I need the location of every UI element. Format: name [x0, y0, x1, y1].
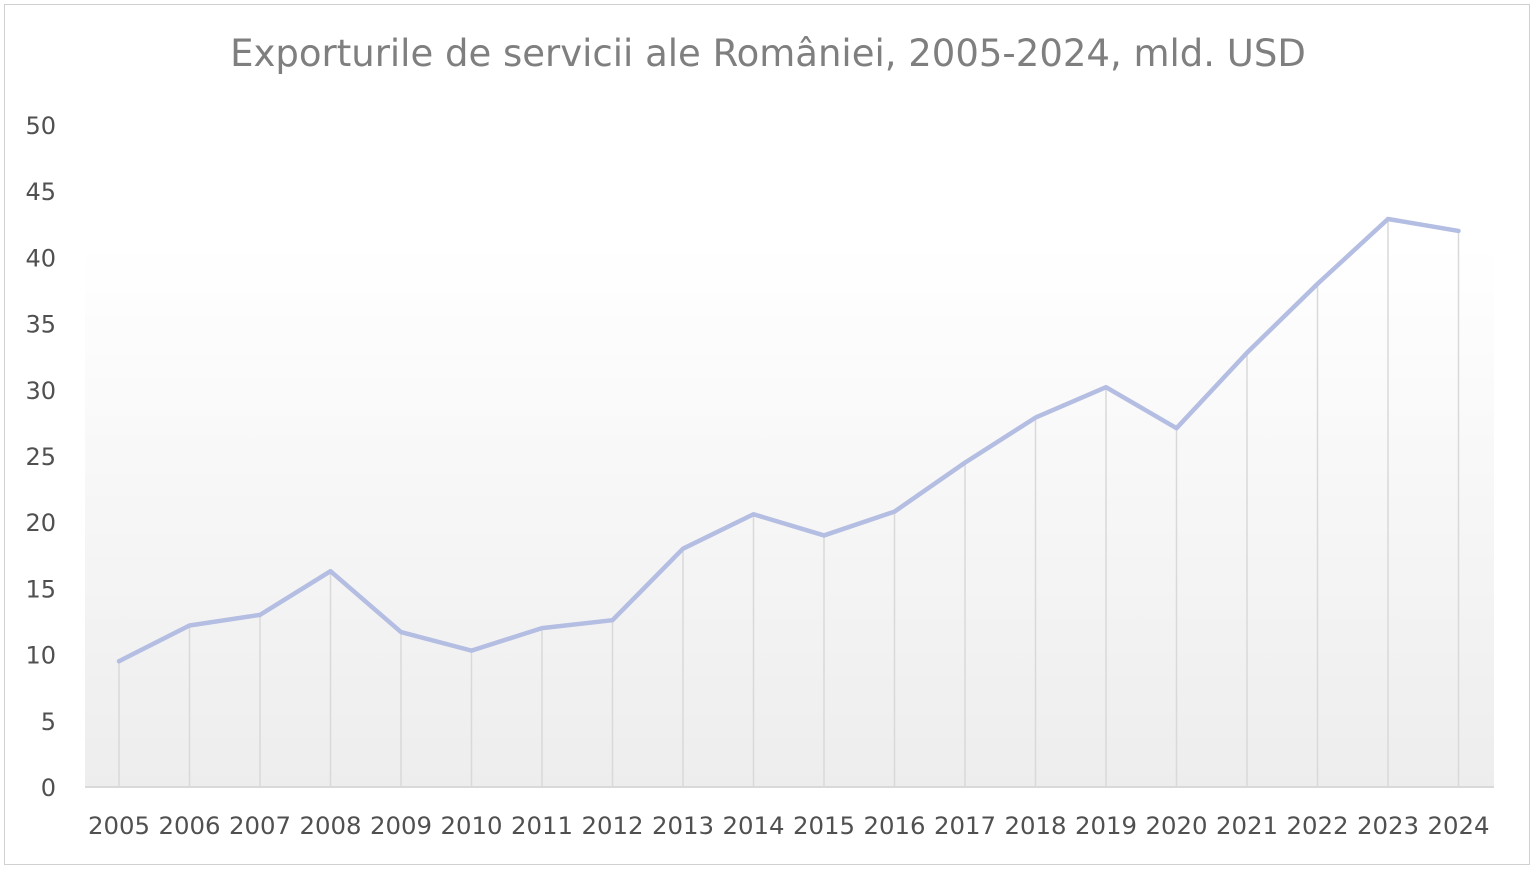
y-tick-label: 0 [41, 774, 56, 802]
x-tick-label: 2015 [793, 812, 855, 840]
x-tick-label: 2017 [934, 812, 996, 840]
y-tick-label: 10 [25, 642, 56, 670]
y-tick-label: 35 [25, 311, 56, 339]
x-tick-label: 2014 [723, 812, 785, 840]
x-tick-label: 2013 [652, 812, 714, 840]
y-tick-label: 15 [25, 575, 56, 603]
y-tick-label: 20 [25, 509, 56, 537]
x-tick-label: 2016 [864, 812, 926, 840]
x-tick-label: 2005 [88, 812, 150, 840]
y-axis-tick-labels: 0 5 10 15 20 25 30 35 40 45 50 [25, 112, 56, 802]
y-tick-label: 40 [25, 244, 56, 272]
series-line [116, 216, 1461, 664]
y-tick-label: 5 [41, 708, 56, 736]
y-tick-label: 25 [25, 443, 56, 471]
x-tick-label: 2022 [1287, 812, 1349, 840]
x-tick-label: 2023 [1357, 812, 1419, 840]
x-tick-label: 2007 [229, 812, 291, 840]
drop-lines [118, 219, 1460, 787]
x-tick-label: 2009 [370, 812, 432, 840]
y-tick-label: 50 [25, 112, 56, 140]
x-tick-label: 2019 [1075, 812, 1137, 840]
x-tick-label: 2020 [1146, 812, 1208, 840]
y-tick-label: 45 [25, 178, 56, 206]
chart-title: Exporturile de servicii ale României, 20… [230, 32, 1306, 75]
x-tick-label: 2024 [1428, 812, 1490, 840]
x-tick-label: 2008 [300, 812, 362, 840]
x-axis-tick-labels: 2005 2006 2007 2008 2009 2010 2011 2012 2013 2014… [88, 812, 1490, 840]
x-tick-label: 2018 [1005, 812, 1067, 840]
x-tick-label: 2011 [511, 812, 573, 840]
x-tick-label: 2021 [1216, 812, 1278, 840]
x-tick-label: 2012 [582, 812, 644, 840]
y-tick-label: 30 [25, 377, 56, 405]
x-tick-label: 2006 [159, 812, 221, 840]
plot-area [85, 245, 1494, 787]
x-tick-label: 2010 [441, 812, 503, 840]
